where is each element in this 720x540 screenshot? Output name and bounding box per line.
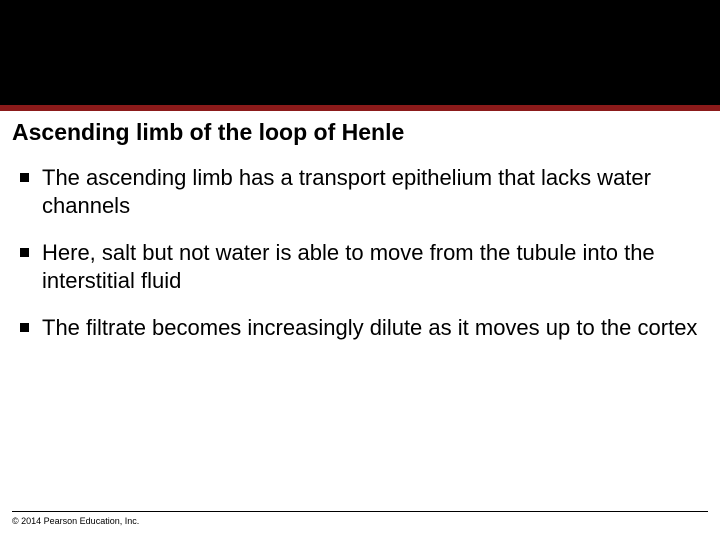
list-item: The ascending limb has a transport epith… <box>12 164 708 219</box>
list-item: Here, salt but not water is able to move… <box>12 239 708 294</box>
header-black-band <box>0 0 720 105</box>
slide-title: Ascending limb of the loop of Henle <box>12 119 708 146</box>
slide-content: Ascending limb of the loop of Henle The … <box>0 111 720 342</box>
bullet-text: The ascending limb has a transport epith… <box>42 165 651 218</box>
bullet-text: The filtrate becomes increasingly dilute… <box>42 315 697 340</box>
bullet-text: Here, salt but not water is able to move… <box>42 240 655 293</box>
copyright-text: © 2014 Pearson Education, Inc. <box>12 516 708 526</box>
footer: © 2014 Pearson Education, Inc. <box>12 511 708 526</box>
list-item: The filtrate becomes increasingly dilute… <box>12 314 708 342</box>
footer-divider <box>12 511 708 512</box>
bullet-list: The ascending limb has a transport epith… <box>12 164 708 342</box>
